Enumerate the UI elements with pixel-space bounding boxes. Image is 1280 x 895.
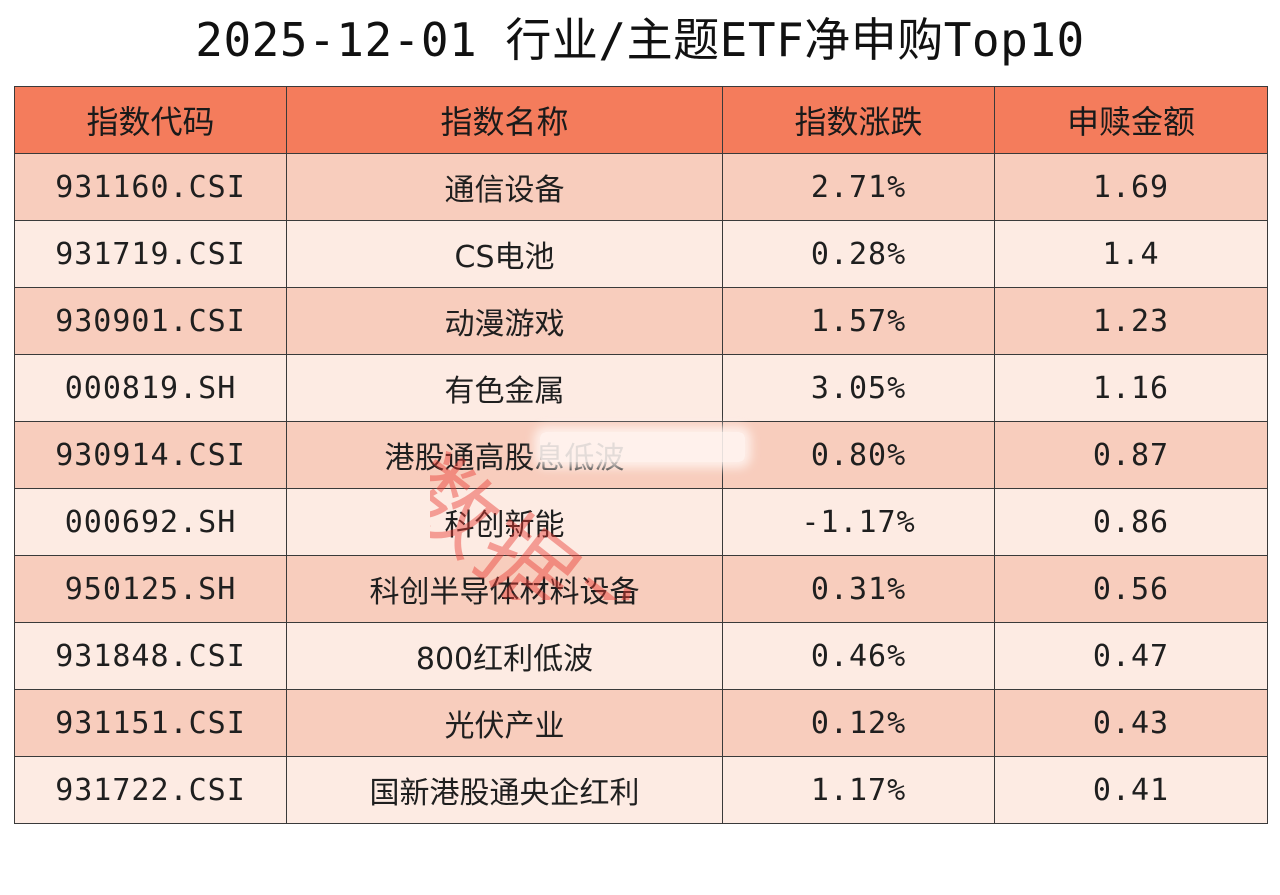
cell-index-change: 0.12%	[722, 689, 995, 757]
cell-index-code: 950125.SH	[14, 555, 287, 623]
cell-subscription-amount: 0.47	[994, 622, 1268, 690]
cell-index-change: 0.46%	[722, 622, 995, 690]
column-header-index-code: 指数代码	[14, 86, 287, 154]
column-header-index-name: 指数名称	[286, 86, 723, 154]
cell-index-change: 0.28%	[722, 220, 995, 288]
cell-index-name: 港股通高股息低波	[286, 421, 723, 489]
cell-subscription-amount: 0.43	[994, 689, 1268, 757]
table-row: 930914.CSI 港股通高股息低波 0.80% 0.87	[14, 421, 1268, 489]
table-row: 931719.CSI CS电池 0.28% 1.4	[14, 220, 1268, 288]
etf-net-subscription-table: 指数代码 指数名称 指数涨跌 申赎金额 931160.CSI 通信设备 2.71…	[14, 86, 1268, 824]
table-row: 000819.SH 有色金属 3.05% 1.16	[14, 354, 1268, 422]
cell-index-change: 0.31%	[722, 555, 995, 623]
cell-index-change: 3.05%	[722, 354, 995, 422]
cell-subscription-amount: 0.41	[994, 756, 1268, 824]
column-header-index-change: 指数涨跌	[722, 86, 995, 154]
cell-subscription-amount: 1.69	[994, 153, 1268, 221]
cell-subscription-amount: 0.87	[994, 421, 1268, 489]
etf-table-container: 指数代码 指数名称 指数涨跌 申赎金额 931160.CSI 通信设备 2.71…	[14, 86, 1268, 824]
table-row: 931722.CSI 国新港股通央企红利 1.17% 0.41	[14, 756, 1268, 824]
cell-index-change: 0.80%	[722, 421, 995, 489]
cell-index-name: 国新港股通央企红利	[286, 756, 723, 824]
cell-index-change: 2.71%	[722, 153, 995, 221]
table-row: 000692.SH 科创新能 -1.17% 0.86	[14, 488, 1268, 556]
cell-index-code: 930901.CSI	[14, 287, 287, 355]
cell-index-code: 931848.CSI	[14, 622, 287, 690]
table-row: 930901.CSI 动漫游戏 1.57% 1.23	[14, 287, 1268, 355]
cell-index-change: 1.17%	[722, 756, 995, 824]
cell-index-name: 科创新能	[286, 488, 723, 556]
cell-index-code: 931151.CSI	[14, 689, 287, 757]
table-row: 931848.CSI 800红利低波 0.46% 0.47	[14, 622, 1268, 690]
cell-subscription-amount: 1.23	[994, 287, 1268, 355]
cell-index-name: 800红利低波	[286, 622, 723, 690]
table-row: 931151.CSI 光伏产业 0.12% 0.43	[14, 689, 1268, 757]
cell-index-code: 930914.CSI	[14, 421, 287, 489]
table-header-row: 指数代码 指数名称 指数涨跌 申赎金额	[14, 86, 1268, 154]
cell-index-code: 931160.CSI	[14, 153, 287, 221]
cell-subscription-amount: 0.86	[994, 488, 1268, 556]
cell-index-name: 光伏产业	[286, 689, 723, 757]
cell-index-code: 931719.CSI	[14, 220, 287, 288]
cell-index-name: 通信设备	[286, 153, 723, 221]
cell-index-name: 有色金属	[286, 354, 723, 422]
cell-index-code: 000692.SH	[14, 488, 287, 556]
table-row: 950125.SH 科创半导体材料设备 0.31% 0.56	[14, 555, 1268, 623]
cell-subscription-amount: 0.56	[994, 555, 1268, 623]
cell-index-code: 931722.CSI	[14, 756, 287, 824]
cell-subscription-amount: 1.16	[994, 354, 1268, 422]
page-title: 2025-12-01 行业/主题ETF净申购Top10	[195, 13, 1085, 67]
cell-index-change: -1.17%	[722, 488, 995, 556]
table-row: 931160.CSI 通信设备 2.71% 1.69	[14, 153, 1268, 221]
cell-index-code: 000819.SH	[14, 354, 287, 422]
cell-index-change: 1.57%	[722, 287, 995, 355]
cell-subscription-amount: 1.4	[994, 220, 1268, 288]
cell-index-name: 动漫游戏	[286, 287, 723, 355]
cell-index-name: 科创半导体材料设备	[286, 555, 723, 623]
cell-index-name: CS电池	[286, 220, 723, 288]
column-header-subscription-amount: 申赎金额	[994, 86, 1268, 154]
